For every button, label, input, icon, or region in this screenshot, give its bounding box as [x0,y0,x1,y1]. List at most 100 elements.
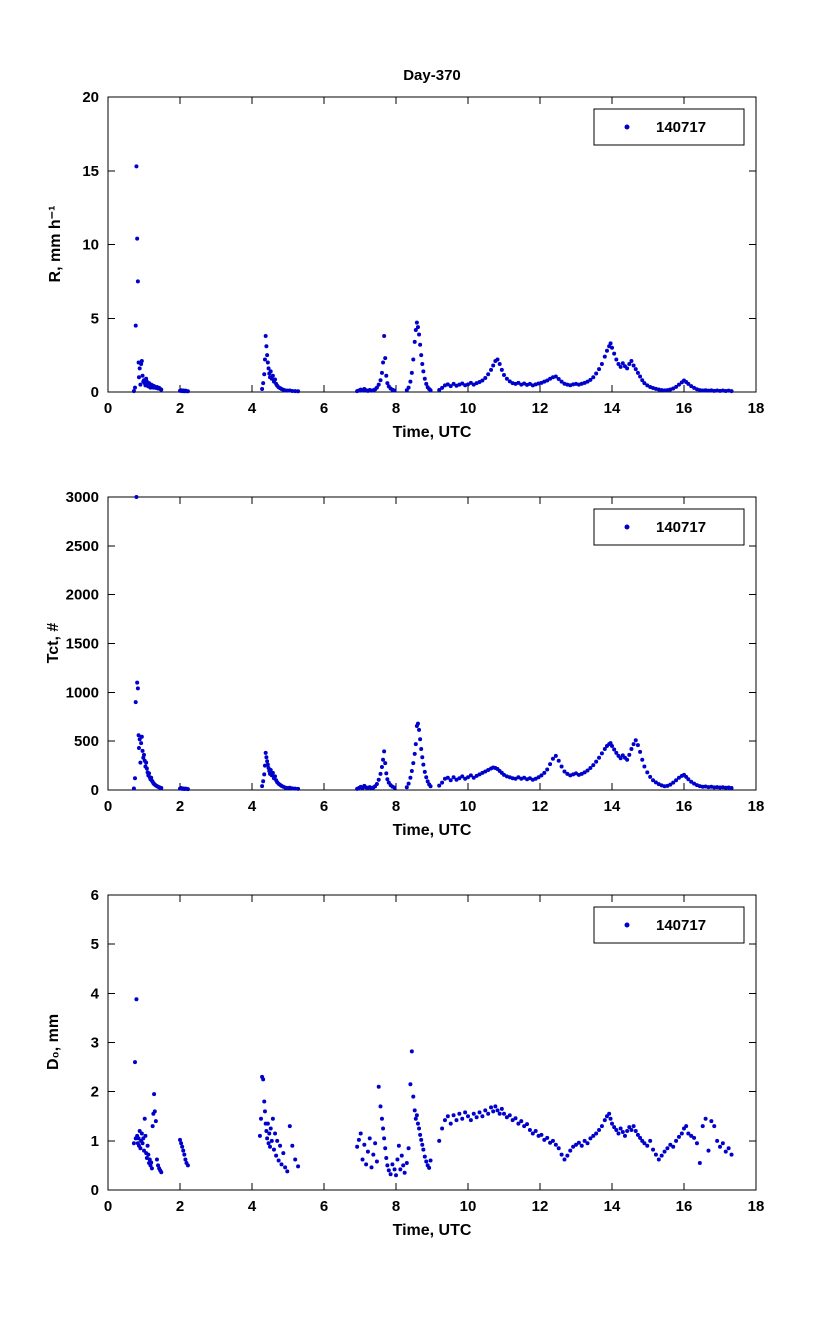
data-point [729,389,734,394]
data-point [131,786,136,791]
data-point [610,1121,614,1126]
data-point [406,385,411,390]
data-point [392,388,397,393]
data-point [697,1160,702,1165]
data-point [491,363,496,368]
data-point [460,774,465,779]
figure-title: Day-370 [403,67,461,84]
data-point [579,1143,584,1148]
y-tick-label: 2000 [66,587,99,604]
data-point [382,1136,387,1141]
data-point [440,780,445,785]
data-point [413,742,418,747]
data-point [471,775,476,780]
data-point [510,1118,515,1123]
data-point [428,1158,433,1163]
data-point [154,1157,159,1162]
data-point [445,382,450,387]
legend-box [593,508,745,546]
data-point [625,757,630,762]
data-point [392,1167,397,1172]
x-tick-label: 8 [392,798,400,815]
x-tick-label: 6 [320,1198,328,1215]
data-point [422,769,427,774]
data-point [723,1149,728,1154]
data-point [404,785,409,790]
data-point [499,367,504,372]
data-point [296,1164,301,1169]
data-point [604,348,609,353]
data-point [545,767,550,772]
data-point [585,1141,590,1146]
data-point [468,1118,473,1123]
data-point [620,1129,625,1134]
data-point [723,785,728,790]
data-point [144,766,149,771]
data-point [706,785,711,790]
plot-frame [107,894,757,1191]
data-point [135,236,140,241]
data-point [602,1118,607,1123]
data-point [159,786,164,791]
data-point [597,1128,602,1133]
data-point [381,360,386,365]
data-point [384,373,389,378]
y-tick-label: 2500 [66,538,99,555]
data-point [270,373,275,378]
data-point [562,769,567,774]
data-point [542,1137,547,1142]
data-point [287,1124,292,1129]
data-point [409,768,414,773]
chart-rain-rate: 0 2 4 6 8 10 12 14 16 18 0 5 10 15 20 140717 [82,89,764,417]
chart-total-count: 0 2 4 6 8 10 12 14 16 18 0 500 1000 1500 2000 2500 3000 1… [66,489,765,815]
data-point [645,770,650,775]
data-point [451,775,456,780]
data-point [718,388,722,393]
data-point [608,341,613,346]
data-point [545,1135,550,1140]
data-point [427,1165,432,1170]
data-point [451,381,456,386]
data-point [293,1157,298,1162]
data-point [378,1104,383,1109]
data-point [374,385,379,390]
data-point [504,376,509,381]
data-point [495,357,500,362]
data-point [290,786,295,791]
data-point [180,1144,185,1149]
data-point [268,1126,273,1131]
data-point [261,779,266,784]
x-tick-label: 14 [604,400,621,417]
x-tick-label: 12 [532,400,549,417]
data-point [550,756,555,761]
data-point [612,1125,617,1130]
data-point [133,1060,137,1065]
data-point [134,495,139,499]
data-point [408,1082,413,1087]
data-point [516,380,521,385]
data-point [474,1115,479,1120]
data-point [428,388,433,393]
data-point [285,1169,290,1174]
data-point [270,770,275,775]
data-point [612,351,617,356]
data-point [638,749,643,754]
data-point [720,1141,725,1146]
data-point [262,357,267,362]
data-point [265,762,270,767]
data-point [689,384,694,389]
data-point [139,1131,144,1136]
data-point [550,1138,555,1143]
data-point [408,379,413,384]
data-point [594,1131,599,1136]
data-point [559,379,564,384]
data-point [489,367,494,372]
data-point [553,753,558,758]
data-point [659,388,664,393]
data-point [633,1129,638,1133]
data-point [290,1143,295,1148]
data-point [355,1144,360,1149]
data-point [574,1142,578,1147]
data-point [665,1146,670,1151]
